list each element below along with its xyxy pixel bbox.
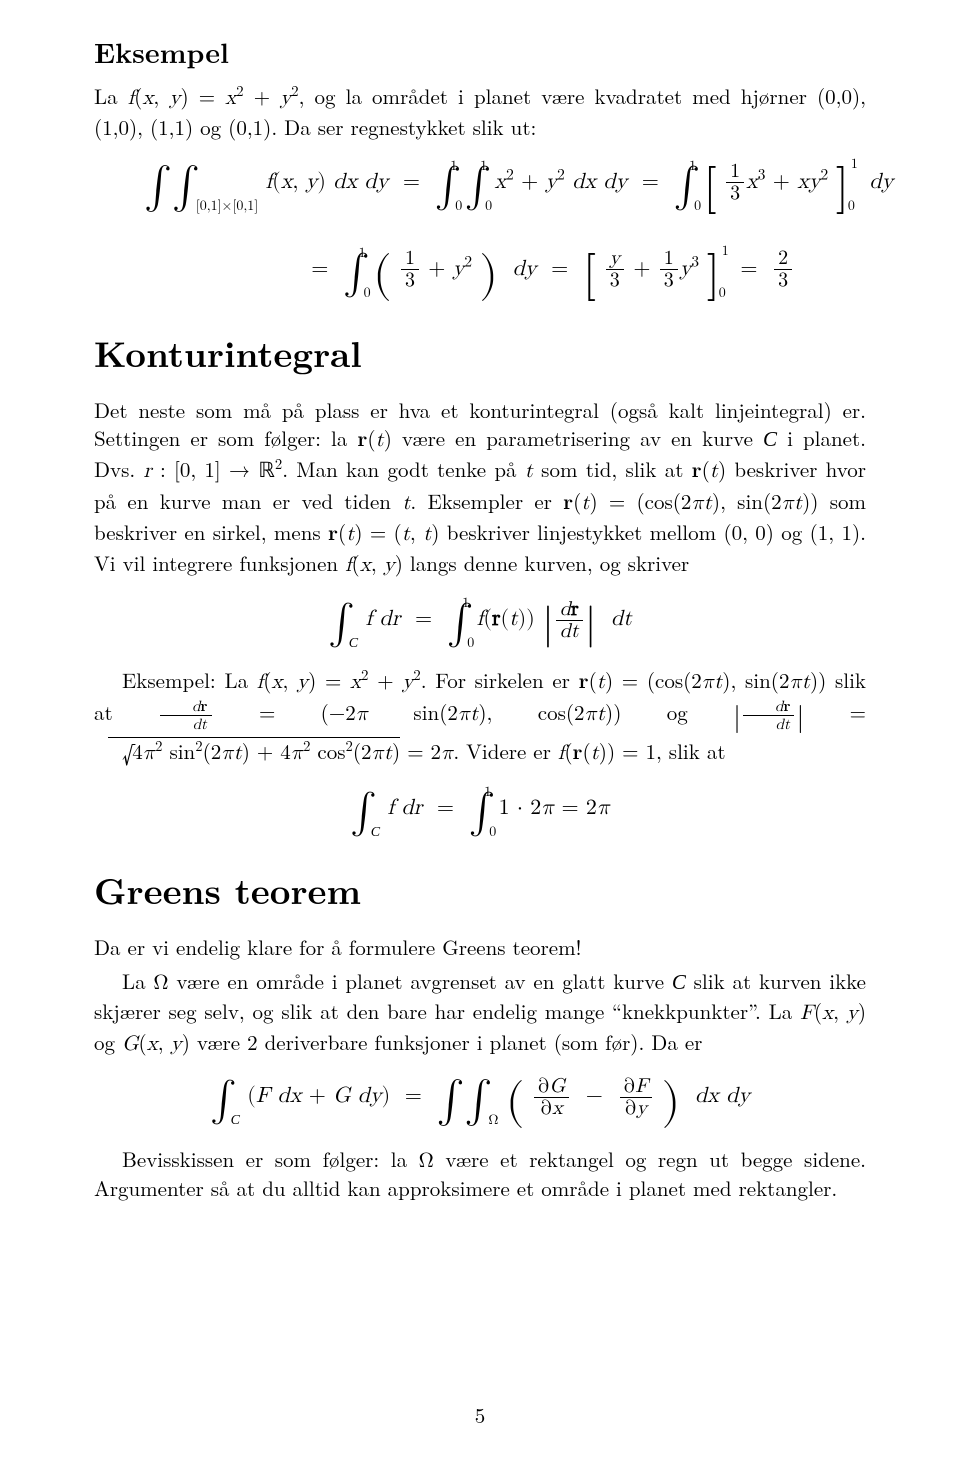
page-number: 5 bbox=[0, 1400, 960, 1430]
paragraph-5: La Ω være en område i planet avgrenset a… bbox=[94, 967, 866, 1059]
heading-konturintegral: Konturintegral bbox=[94, 326, 866, 378]
page-root: Eksempel La f(x, y) = x2 + y2, og la omr… bbox=[0, 0, 960, 1472]
equation-4: ∫C (F dx + G dy) = ∫∫Ω ( ∂G∂x − ∂F∂y ) d… bbox=[94, 1073, 866, 1131]
heading-eksempel: Eksempel bbox=[94, 32, 866, 72]
paragraph-6: Bevisskissen er som følger: la Ω være et… bbox=[94, 1145, 866, 1202]
equation-2: ∫C f dr = ∫01 f(r(t)) |drdt| dt bbox=[94, 595, 866, 652]
equation-1: ∫∫[0,1]×[0,1] f(x, y) dx dy = ∫01 ∫01 x2… bbox=[94, 156, 866, 304]
paragraph-3: Eksempel: La f(x, y) = x2 + y2. For sirk… bbox=[94, 666, 866, 770]
paragraph-1: La f(x, y) = x2 + y2, og la området i pl… bbox=[94, 82, 866, 142]
equation-3: ∫C f dr = ∫01 1 · 2π = 2π bbox=[94, 784, 866, 841]
paragraph-2: Det neste som må på plass er hva et kont… bbox=[94, 396, 866, 581]
heading-greens: Greens teorem bbox=[94, 863, 866, 915]
paragraph-4: Da er vi endelig klare for å formulere G… bbox=[94, 933, 866, 961]
